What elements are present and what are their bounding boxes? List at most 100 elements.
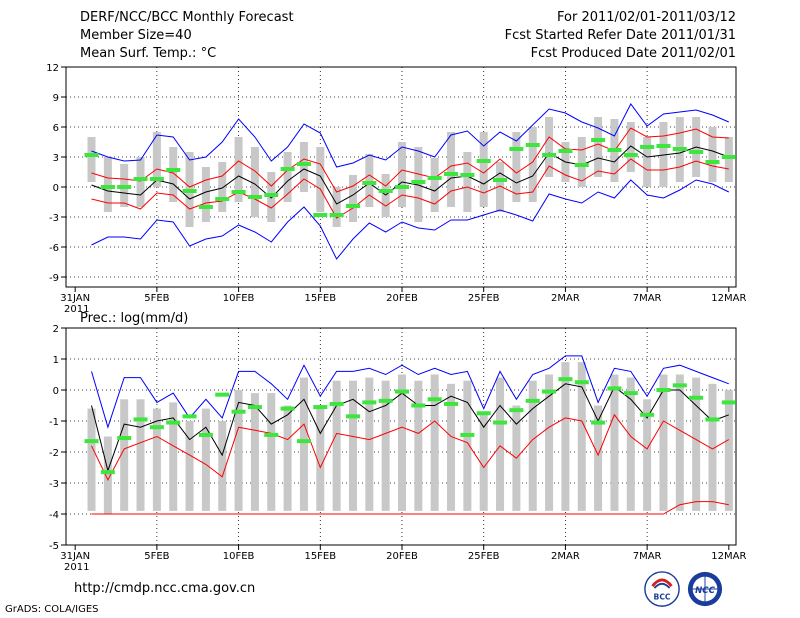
temp-ytick-label: 12 [46,63,59,74]
temp-ensemble-box [724,137,733,182]
temp-xtick-label: 25FEB [468,293,500,304]
temp-xtick-label: 2MAR [551,293,580,304]
prec-median-marker [215,392,230,397]
prec-ensemble-box [267,393,276,511]
temp-median-marker [395,185,409,189]
prec-ensemble-box [496,377,505,511]
prec-line-floor [91,501,729,515]
temp-ensemble-box [577,137,586,187]
temp-ensemble-box [332,187,341,227]
prec-median-marker [444,401,459,406]
temp-median-marker [574,163,589,167]
header-right: For 2011/02/01-2011/03/12 Fcst Started R… [505,9,736,63]
temp-ensemble-box [169,147,178,202]
temp-median-marker [460,173,475,177]
temp-ytick-label: -3 [49,213,59,224]
temp-ensemble-box [708,127,717,182]
temp-median-marker [656,144,671,148]
chart-title: DERF/NCC/BCC Monthly Forecast [80,10,294,25]
prec-ensemble-box [201,408,210,511]
temp-median-marker [100,185,115,189]
temp-median-marker [623,153,638,157]
prec-xtick-label: 20FEB [386,551,418,562]
temp-median-marker [493,178,508,182]
temp-ensemble-box [201,167,210,222]
temp-ensemble-box [299,142,308,192]
temp-median-marker [182,189,197,193]
prec-median-marker [574,380,589,385]
prec-median-marker [296,439,311,444]
temp-median-marker [525,143,540,147]
prec-ytick-label: -5 [49,541,59,552]
temp-ytick-label: 3 [53,153,59,164]
temp-ytick-label: 9 [53,93,59,104]
forecast-start-date: Fcst Started Refer Date 2011/01/31 [504,28,736,43]
prec-line-lower-spread [91,413,730,482]
temp-median-marker [427,176,442,180]
prec-median-marker [411,403,426,408]
temp-median-marker [345,204,360,208]
bcc-logo-text: BCC [654,592,671,601]
prec-line-upper [91,355,729,429]
prec-ensemble-box [675,374,684,511]
temp-median-marker [84,153,99,157]
prec-ytick-label: -4 [49,510,59,521]
prec-median-marker [149,425,164,430]
temp-median-marker [247,195,262,199]
temp-median-marker [280,167,295,171]
prec-median-marker [313,405,328,410]
temp-ensemble-box [234,137,243,202]
prec-median-marker [280,406,295,411]
temp-line-mean [91,145,729,205]
prec-median-marker [329,401,344,406]
prec-median-marker [362,400,377,405]
prec-median-marker [182,414,197,419]
prec-ensemble-box [381,380,390,511]
member-size: Member Size=40 [80,28,192,43]
ncc-logo-text: NCC [695,586,715,596]
header-left: DERF/NCC/BCC Monthly Forecast Member Siz… [80,9,294,63]
temp-median-marker [231,190,246,194]
temp-median-marker [264,193,279,197]
prec-ytick-label: -3 [49,479,59,490]
temp-xtick-label: 2011 [64,304,89,315]
temp-median-marker [166,168,181,172]
prec-ensemble-box [218,421,227,511]
temp-median-marker [558,149,573,153]
prec-median-marker [525,398,540,403]
variable-label: Mean Surf. Temp.: °C [80,46,217,61]
temp-ensemble-box [87,137,96,182]
prec-ensemble-box [103,436,112,514]
temp-ensemble-box [659,122,668,187]
prec-ytick-label: -1 [49,417,59,428]
prec-ensemble-box [299,377,308,511]
temp-ensemble-box [594,117,603,177]
prec-ytick-label: 1 [53,355,59,366]
prec-ensemble-box [610,374,619,511]
prec-median-marker [689,395,704,400]
prec-ensemble-box [234,390,243,511]
temp-ensemble-box [348,175,357,222]
footer-url[interactable]: http://cmdp.ncc.cma.gov.cn [74,581,256,596]
prec-ytick-label: -2 [49,448,59,459]
prec-plot-frame [65,327,737,546]
temp-median-marker [133,177,148,181]
temp-xtick-label: 31JAN [60,293,90,304]
prec-xtick-label: 5FEB [144,551,169,562]
prec-median-marker [542,389,557,394]
temp-median-marker [411,180,426,184]
prec-panel-title: Prec.: log(mm/d) [80,311,188,326]
prec-median-marker [509,408,524,413]
prec-median-marker [198,432,213,437]
prec-ensemble-box [463,380,472,511]
temp-median-marker [721,155,736,159]
prec-median-marker [345,414,360,419]
prec-ensemble-box [316,408,325,511]
temp-median-marker [329,213,344,217]
prec-median-marker [264,432,279,437]
prec-ytick-label: 0 [53,386,59,397]
temp-median-marker [640,145,655,149]
prec-median-marker [427,397,442,402]
temp-ensemble-box [430,158,439,212]
